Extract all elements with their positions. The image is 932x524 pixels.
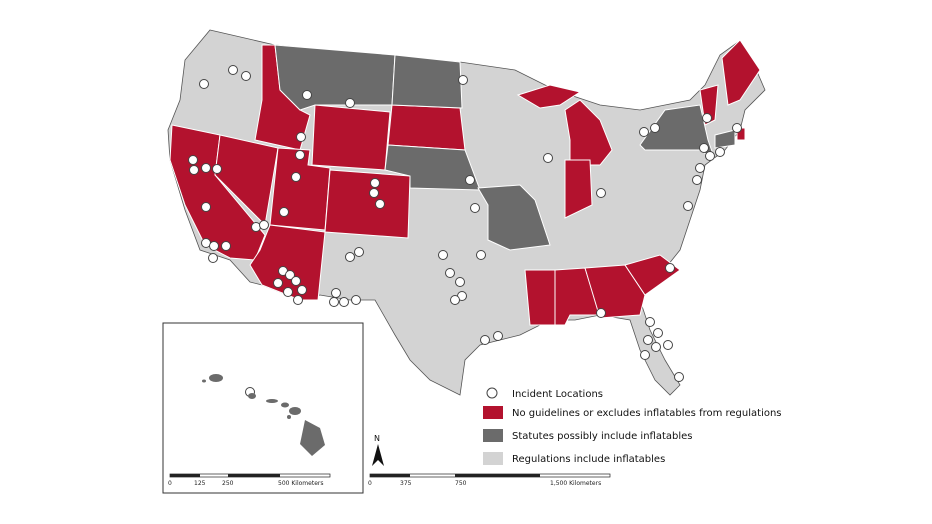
us-states xyxy=(167,29,766,396)
legend-label: No guidelines or excludes inflatables fr… xyxy=(512,408,782,419)
legend: Incident Locations No guidelines or excl… xyxy=(483,387,782,465)
scale-label: 250 xyxy=(222,480,234,487)
scale-label: 1,500 Kilometers xyxy=(550,480,601,487)
scale-label: 375 xyxy=(400,480,412,487)
incident-points xyxy=(188,65,742,382)
scale-label: 500 Kilometers xyxy=(278,480,323,487)
north-label: N xyxy=(374,434,380,443)
main-scale: 0 375 750 1,500 Kilometers xyxy=(368,473,611,487)
scale-label: 125 xyxy=(194,480,206,487)
scale-label: 0 xyxy=(368,480,372,487)
legend-label: Regulations include inflatables xyxy=(512,454,665,465)
legend-label: Incident Locations xyxy=(512,389,603,400)
inset-hawaii: 0 125 250 500 Kilometers xyxy=(162,322,364,494)
scale-label: 0 xyxy=(168,480,172,487)
scale-label: 750 xyxy=(455,480,467,487)
north-arrow: N xyxy=(372,434,384,466)
legend-label: Statutes possibly include inflatables xyxy=(512,431,693,442)
